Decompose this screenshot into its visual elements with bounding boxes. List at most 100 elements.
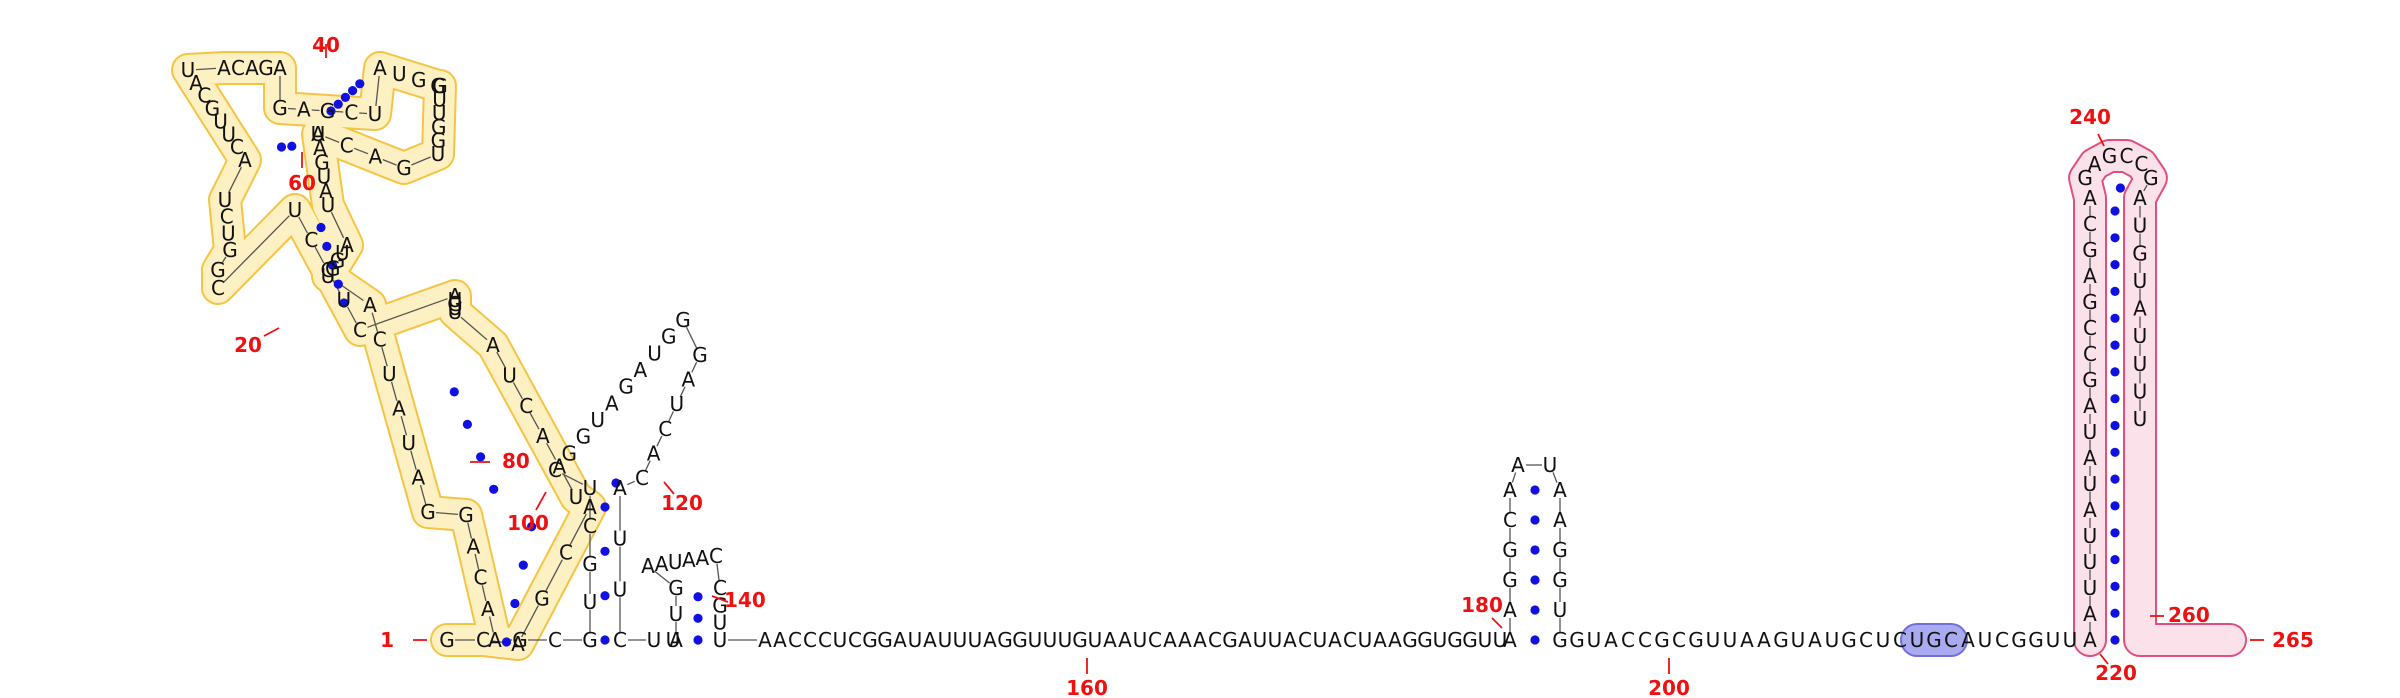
nucleotide: G xyxy=(205,97,221,121)
nucleotide: A xyxy=(2133,297,2147,321)
nucleotide: A xyxy=(633,358,647,382)
nucleotide: C xyxy=(583,514,597,538)
nucleotide: A xyxy=(2083,602,2097,626)
nucleotide: A xyxy=(311,122,325,146)
nucleotide: U xyxy=(1028,628,1043,652)
nucleotide: U xyxy=(1133,628,1148,652)
nucleotide: U xyxy=(613,527,628,551)
base-pair-dot xyxy=(348,86,358,96)
nucleotide: G xyxy=(1417,628,1433,652)
nucleotide: U xyxy=(1058,628,1073,652)
nucleotide: G xyxy=(1447,628,1463,652)
nucleotide: A xyxy=(373,56,387,80)
base-pair-dot xyxy=(2110,608,2120,618)
nucleotide: U xyxy=(569,485,584,509)
nucleotide: C xyxy=(788,628,802,652)
position-label-160: 160 xyxy=(1066,676,1108,698)
position-label-40: 40 xyxy=(312,33,340,57)
nucleotide: C xyxy=(373,328,387,352)
base-pair-dot xyxy=(600,591,610,601)
nucleotide: U xyxy=(613,577,628,601)
backbone-link xyxy=(298,216,308,234)
nucleotide: A xyxy=(613,476,627,500)
nucleotide: A xyxy=(983,628,997,652)
nucleotide: U xyxy=(1723,628,1738,652)
backbone-link xyxy=(512,382,523,400)
nucleotide: G xyxy=(1222,628,1238,652)
nucleotide: A xyxy=(392,397,406,421)
nucleotide: U xyxy=(1358,628,1373,652)
backbone-link xyxy=(371,312,379,332)
nucleotide: G xyxy=(1841,628,1857,652)
nucleotide: C xyxy=(1298,628,1312,652)
nucleotide: A xyxy=(1373,628,1387,652)
nucleotide: G xyxy=(692,343,708,367)
nucleotide: G xyxy=(2082,368,2098,392)
nucleotide: G xyxy=(2132,241,2148,265)
nucleotide: G xyxy=(1402,628,1418,652)
backbone-link xyxy=(223,215,290,283)
nucleotide: C xyxy=(1621,628,1635,652)
nucleotide: U xyxy=(382,362,397,386)
base-pair-dot xyxy=(1530,635,1540,645)
base-pair-dot xyxy=(327,260,338,270)
backbone-link xyxy=(347,306,357,324)
nucleotide: A xyxy=(511,632,525,656)
base-pair-dot xyxy=(2110,367,2120,377)
base-pair-dot xyxy=(1530,485,1540,495)
position-label-260: 260 xyxy=(2168,603,2210,627)
backbone-link xyxy=(287,107,296,110)
nucleotide: C xyxy=(2083,212,2097,236)
nucleotide: G xyxy=(1502,568,1518,592)
nucleotide: A xyxy=(2083,264,2097,288)
nucleotide: U xyxy=(1313,628,1328,652)
nucleotide: U xyxy=(2133,269,2148,293)
base-pair-dot xyxy=(1530,545,1540,555)
nucleotide: G xyxy=(447,292,463,316)
nucleotide: C xyxy=(713,576,727,600)
nucleotide: A xyxy=(605,391,619,415)
nucleotide: G xyxy=(432,74,448,98)
nucleotide: G xyxy=(458,503,474,527)
base-pair-dot xyxy=(2110,528,2120,538)
position-label-200: 200 xyxy=(1648,676,1690,698)
nucleotide: U xyxy=(221,221,236,245)
nucleotide: A xyxy=(682,548,696,572)
base-pair-dot xyxy=(462,419,472,429)
nucleotide: C xyxy=(613,628,627,652)
base-pair-dot xyxy=(287,141,297,151)
backbone-link xyxy=(488,616,494,633)
nucleotide: C xyxy=(559,541,573,565)
base-pair-dot xyxy=(518,560,528,570)
nucleotide: C xyxy=(344,101,358,125)
nucleotide: U xyxy=(1791,628,1806,652)
nucleotide: A xyxy=(1103,628,1117,652)
nucleotide: G xyxy=(1552,568,1568,592)
nucleotide: U xyxy=(2046,628,2061,652)
backbone-link xyxy=(410,450,417,470)
nucleotide: A xyxy=(481,597,495,621)
nucleotide: C xyxy=(2134,152,2148,176)
nucleotide: U xyxy=(953,628,968,652)
nucleotide: C xyxy=(476,628,490,652)
nucleotide: G xyxy=(2102,144,2118,168)
backbone-link xyxy=(325,136,340,144)
position-label-265: 265 xyxy=(2272,628,2314,652)
nucleotide: C xyxy=(231,56,245,80)
base-pair-dot xyxy=(489,484,499,494)
nucleotide: A xyxy=(2083,186,2097,210)
backbone-link xyxy=(1552,472,1558,483)
nucleotide: U xyxy=(321,264,336,288)
nucleotide: U xyxy=(2083,472,2098,496)
nucleotide: C xyxy=(353,318,367,342)
nucleotide: U xyxy=(1910,628,1925,652)
nucleotide: U xyxy=(1543,453,1558,477)
nucleotide: U xyxy=(713,628,728,652)
nucleotide: C xyxy=(818,628,832,652)
base-pair-dot xyxy=(693,592,703,602)
nucleotide: A xyxy=(2083,394,2097,418)
nucleotide: U xyxy=(431,142,446,166)
base-pair-dot xyxy=(2110,340,2120,350)
nucleotide: C xyxy=(709,544,723,568)
position-tick-120 xyxy=(663,481,675,495)
